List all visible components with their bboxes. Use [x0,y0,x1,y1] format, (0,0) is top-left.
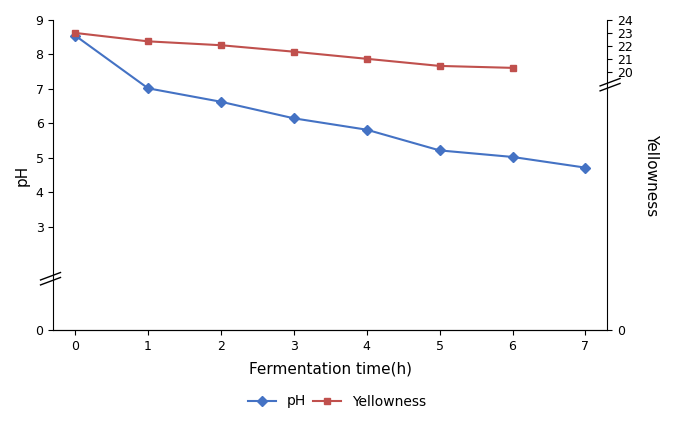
Y-axis label: Yellowness: Yellowness [644,134,659,216]
Legend: pH, Yellowness: pH, Yellowness [243,389,431,414]
Y-axis label: pH: pH [15,165,30,186]
X-axis label: Fermentation time(h): Fermentation time(h) [249,362,412,376]
